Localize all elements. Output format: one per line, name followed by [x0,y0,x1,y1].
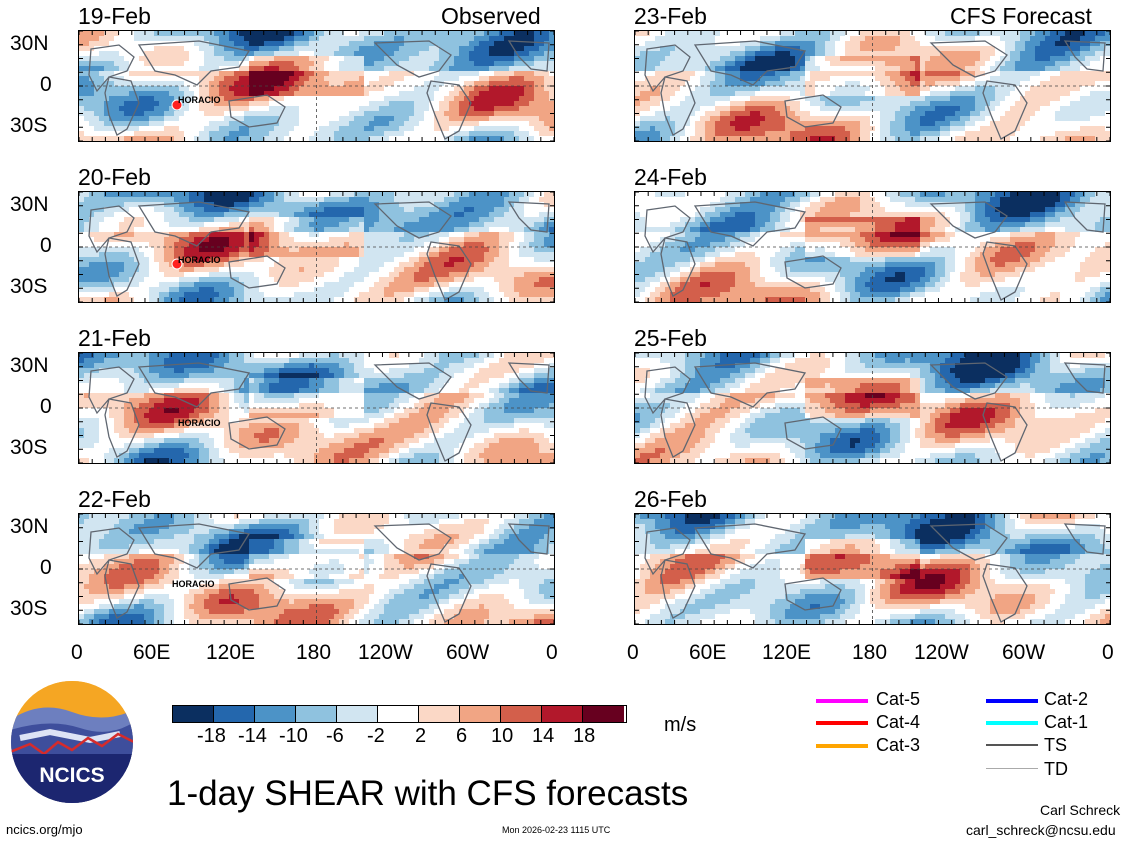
colorbar-tick: -18 [197,725,226,747]
date-label-4: 22-Feb [78,486,151,512]
date-label-3: 21-Feb [78,325,151,351]
colorbar-unit: m/s [664,714,697,736]
shear-map-panel [634,191,1111,303]
lat-label-30s: 30S [10,436,48,459]
colorbar-swatch [501,706,542,722]
date-label-8: 26-Feb [634,486,707,512]
lon-label: 120E [206,641,256,664]
date-label-2: 20-Feb [78,164,151,190]
footer-url: ncics.org/mjo [6,822,83,837]
date-label-1: 19-Feb [78,3,151,29]
storm-label: HORACIO [178,255,221,265]
colorbar-swatch [583,706,624,722]
date-label-7: 25-Feb [634,325,707,351]
lon-label: 60E [689,641,727,664]
lat-label-30s: 30S [10,597,48,620]
lat-label-30n: 30N [10,32,49,55]
lon-label: 120W [914,641,969,664]
legend-label: TS [1044,735,1068,755]
lat-label-30n: 30N [10,193,49,216]
forecast-header: CFS Forecast [950,3,1092,29]
footer-timestamp: Mon 2026-02-23 1115 UTC [502,825,611,835]
lat-label-30n: 30N [10,354,49,377]
legend-label: Cat-2 [1044,689,1089,709]
legend-label: Cat-5 [876,689,921,709]
shear-map-panel [78,30,555,142]
lon-label: 0 [71,641,83,664]
legend-swatch [816,699,868,703]
colorbar-swatch [173,706,214,722]
lon-label: 0 [1102,641,1114,664]
colorbar-tick: -6 [326,725,344,747]
lat-label-eq: 0 [40,73,52,96]
footer-author: Carl Schreck [1040,802,1121,818]
shear-map-panel [78,191,555,303]
lat-label-30s: 30S [10,275,48,298]
colorbar-swatch [419,706,460,722]
colorbar-tick: -14 [238,725,267,747]
lat-label-eq: 0 [40,556,52,579]
lat-label-eq: 0 [40,234,52,257]
lon-label: 60W [446,641,490,664]
lon-label: 180 [296,641,332,664]
main-title: 1-day SHEAR with CFS forecasts [167,774,689,813]
logo-text: NCICS [39,764,104,787]
colorbar-swatch [337,706,378,722]
colorbar-tick: 6 [456,725,468,747]
storm-label: HORACIO [178,418,221,428]
date-label-5: 23-Feb [634,3,707,29]
lon-label: 180 [852,641,888,664]
colorbar-swatch [214,706,255,722]
shear-map-panel [78,352,555,464]
colorbar-swatch [255,706,296,722]
shear-map-panel [78,513,555,625]
legend-label: TD [1044,759,1068,779]
storm-label: HORACIO [178,95,221,105]
colorbar [172,705,627,723]
footer-email: carl_schreck@ncsu.edu [966,822,1116,838]
lon-label: 60E [133,641,171,664]
colorbar-tick: 10 [491,725,514,747]
lat-label-eq: 0 [40,395,52,418]
shear-map-panel [634,30,1111,142]
lon-label: 60W [1002,641,1046,664]
lon-label: 0 [627,641,639,664]
legend-label: Cat-4 [876,712,921,732]
colorbar-tick: -2 [367,725,385,747]
colorbar-tick: -10 [279,725,308,747]
lon-label: 0 [546,641,558,664]
date-label-6: 24-Feb [634,164,707,190]
legend-swatch [986,744,1038,746]
legend-swatch [986,721,1038,725]
ncics-logo: NCICS [10,680,134,804]
shear-map-panel [634,513,1111,625]
colorbar-tick: 14 [532,725,555,747]
lat-label-30n: 30N [10,515,49,538]
colorbar-swatch [542,706,583,722]
lat-label-30s: 30S [10,114,48,137]
lon-label: 120W [358,641,413,664]
colorbar-swatch [460,706,501,722]
legend-swatch [816,721,868,725]
colorbar-tick: 2 [415,725,427,747]
colorbar-tick: 18 [573,725,596,747]
lon-label: 120E [762,641,812,664]
storm-label: HORACIO [172,579,215,589]
legend-label: Cat-3 [876,735,921,755]
observed-header: Observed [441,3,541,29]
colorbar-swatch [378,706,419,722]
legend-swatch [816,744,868,748]
colorbar-swatch [296,706,337,722]
legend-swatch [986,699,1038,703]
shear-map-panel [634,352,1111,464]
legend-label: Cat-1 [1044,712,1089,732]
legend-swatch [986,768,1038,769]
